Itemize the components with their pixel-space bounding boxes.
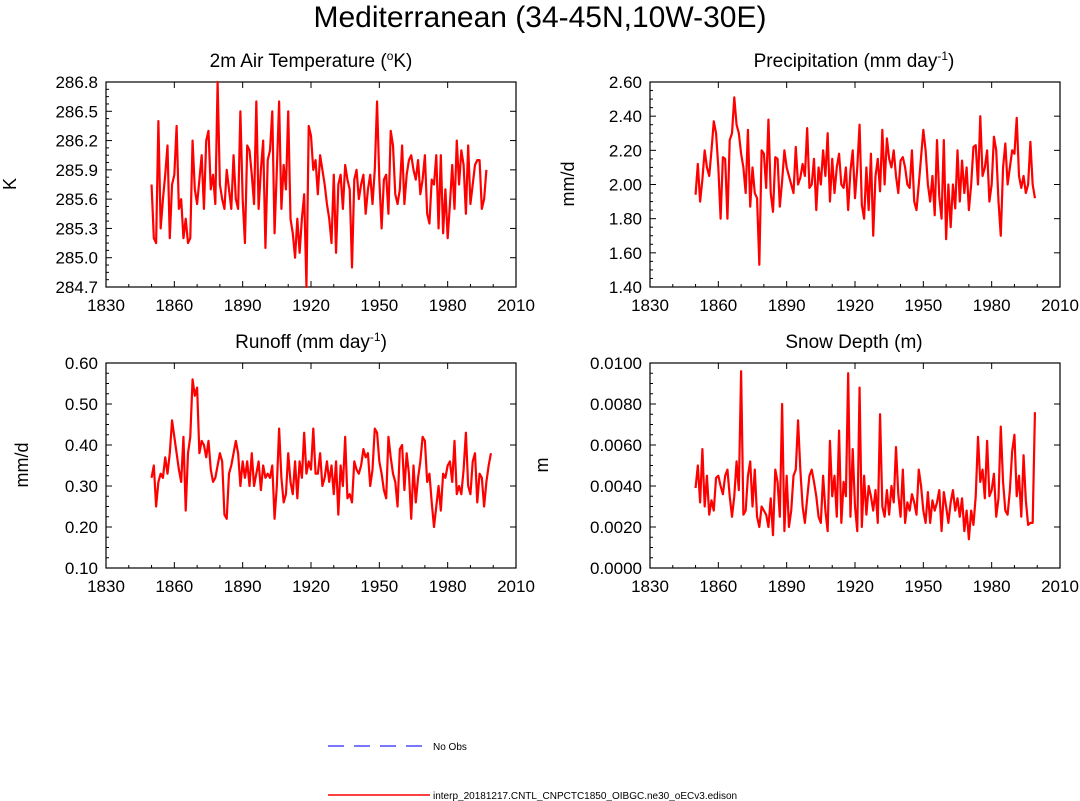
- y-tick-label: 286.8: [55, 73, 98, 92]
- y-axis: 0.0000 0.0020 0.0040 0.0060 0.0080 0.0100: [590, 354, 1060, 578]
- y-tick-label: 1.40: [609, 278, 642, 297]
- y-tick-label: 0.0080: [590, 395, 642, 414]
- y-tick-label: 2.00: [609, 176, 642, 195]
- x-tick-label: 1950: [360, 296, 398, 315]
- y-tick-label: 0.0100: [590, 354, 642, 373]
- x-tick-label: 1860: [699, 296, 737, 315]
- x-axis: 1830 1860 1890 1920 1950 1980 2010: [631, 363, 1079, 596]
- y-tick-label: 0.0020: [590, 518, 642, 537]
- y-tick-label: 285.0: [55, 249, 98, 268]
- x-tick-label: 1920: [292, 296, 330, 315]
- x-tick-label: 1950: [360, 577, 398, 596]
- y-tick-label: 0.0040: [590, 477, 642, 496]
- panel-title: 2m Air Temperature (oK): [210, 49, 413, 72]
- x-tick-label: 2010: [497, 577, 535, 596]
- panel-precipitation: Precipitation (mm day-1) mm/d 1.401.601.…: [558, 49, 1079, 315]
- legend-label-no-obs: No Obs: [433, 742, 467, 753]
- x-tick-label: 1890: [224, 296, 262, 315]
- x-axis: 1830 1860 1890 1920 1950 1980 2010: [87, 363, 535, 596]
- legend: No Obs interp_20181217.CNTL_CNPCTC1850_O…: [328, 742, 737, 801]
- y-tick-label: 285.3: [55, 219, 98, 238]
- y-tick-label: 2.40: [609, 107, 642, 126]
- y-axis-label: m: [532, 458, 552, 473]
- x-tick-label: 1920: [836, 296, 874, 315]
- x-tick-label: 1860: [155, 296, 193, 315]
- legend-label-model: interp_20181217.CNTL_CNPCTC1850_OIBGC.ne…: [433, 791, 737, 801]
- y-tick-label: 0.60: [65, 354, 98, 373]
- y-tick-label: 2.60: [609, 73, 642, 92]
- x-tick-label: 1830: [87, 577, 125, 596]
- x-tick-label: 2010: [1041, 296, 1079, 315]
- x-tick-label: 1830: [631, 577, 669, 596]
- x-tick-label: 1980: [973, 577, 1011, 596]
- series-line-precipitation: [694, 96, 1037, 266]
- x-tick-label: 1860: [699, 577, 737, 596]
- x-axis: 1830 1860 1890 1920 1950 1980 2010: [631, 82, 1079, 315]
- x-tick-label: 1920: [836, 577, 874, 596]
- y-tick-label: 0.40: [65, 436, 98, 455]
- x-tick-label: 1980: [973, 296, 1011, 315]
- x-tick-label: 1890: [768, 296, 806, 315]
- panel-runoff: Runoff (mm day-1) mm/d 0.100.200.300.400…: [12, 330, 535, 596]
- x-tick-label: 1920: [292, 577, 330, 596]
- panel-title: Runoff (mm day-1): [235, 330, 387, 353]
- y-tick-label: 285.6: [55, 190, 98, 209]
- x-tick-label: 1980: [429, 296, 467, 315]
- y-tick-label: 2.20: [609, 141, 642, 160]
- x-tick-label: 1830: [87, 296, 125, 315]
- y-axis-label: K: [0, 178, 20, 190]
- panel-title: Snow Depth (m): [785, 332, 922, 353]
- y-axis: 0.10 0.20 0.30 0.40 0.50 0.60: [65, 354, 516, 578]
- y-tick-label: 286.2: [55, 132, 98, 151]
- x-tick-label: 1860: [155, 577, 193, 596]
- panel-title: Precipitation (mm day-1): [754, 49, 955, 72]
- panel-snow-depth: Snow Depth (m) m 0.0000 0.0020 0.0040 0.006…: [532, 332, 1079, 596]
- y-tick-label: 0.0060: [590, 436, 642, 455]
- series-line-runoff: [150, 378, 493, 529]
- y-tick-label: 0.50: [65, 395, 98, 414]
- x-tick-label: 1980: [429, 577, 467, 596]
- x-tick-label: 1950: [904, 296, 942, 315]
- series-line-snow-depth: [694, 370, 1037, 541]
- panel-air-temperature: 2m Air Temperature (oK) K 284.7 285.0 285.…: [0, 49, 535, 315]
- series-line-air-temperature: [150, 80, 488, 289]
- x-tick-label: 1830: [631, 296, 669, 315]
- y-tick-label: 1.80: [609, 210, 642, 229]
- x-axis: 1830 1860 1890 1920 1950 1980 2010: [87, 82, 535, 315]
- x-tick-label: 1890: [224, 577, 262, 596]
- y-tick-label: 0.30: [65, 477, 98, 496]
- x-tick-label: 2010: [497, 296, 535, 315]
- y-axis: 284.7 285.0 285.3 285.6 285.9 286.2 286.5 286.8: [55, 73, 516, 297]
- x-tick-label: 1890: [768, 577, 806, 596]
- page-title: Mediterranean (34-45N,10W-30E): [313, 1, 767, 34]
- y-tick-label: 0.10: [65, 559, 98, 578]
- y-tick-label: 286.5: [55, 102, 98, 121]
- y-axis-label: mm/d: [558, 162, 578, 207]
- y-tick-label: 285.9: [55, 161, 98, 180]
- x-tick-label: 2010: [1041, 577, 1079, 596]
- y-axis: 1.40 1.60 1.80 2.00 2.20 2.40 2.60: [609, 73, 1060, 297]
- y-tick-label: 0.0000: [590, 559, 642, 578]
- y-tick-label: 0.20: [65, 518, 98, 537]
- x-tick-label: 1950: [904, 577, 942, 596]
- y-tick-label: 1.60: [609, 244, 642, 263]
- y-tick-label: 284.7: [55, 278, 98, 297]
- y-axis-label: mm/d: [12, 443, 32, 488]
